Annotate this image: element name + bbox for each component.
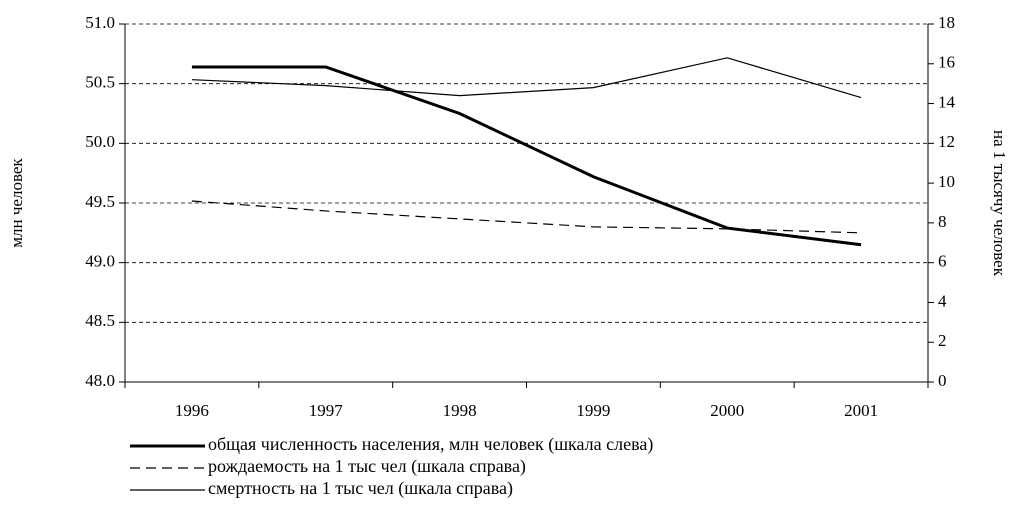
y2-tick-label: 12 bbox=[938, 132, 955, 151]
x-tick-label: 1997 bbox=[309, 401, 344, 420]
y2-tick-label: 18 bbox=[938, 13, 955, 32]
x-tick-label: 1996 bbox=[175, 401, 209, 420]
y2-tick-label: 6 bbox=[938, 252, 947, 271]
y-tick-label: 50.0 bbox=[85, 132, 115, 151]
series-line bbox=[191, 57, 862, 99]
y-tick-label: 49.0 bbox=[85, 252, 115, 271]
y-tick-label: 48.5 bbox=[85, 311, 115, 330]
legend-label: смертность на 1 тыс чел (шкала справа) bbox=[208, 478, 513, 499]
y2-tick-label: 4 bbox=[938, 291, 947, 310]
x-tick-label: 2001 bbox=[844, 401, 878, 420]
x-tick-label: 1999 bbox=[576, 401, 610, 420]
legend-label: общая численность населения, млн человек… bbox=[208, 434, 653, 455]
y-tick-label: 50.5 bbox=[85, 73, 115, 92]
x-tick-label: 1998 bbox=[443, 401, 477, 420]
y-tick-label: 49.5 bbox=[85, 192, 115, 211]
y2-tick-label: 8 bbox=[938, 212, 947, 231]
y2-tick-label: 14 bbox=[938, 92, 956, 111]
series-line bbox=[191, 65, 862, 247]
y-tick-label: 48.0 bbox=[85, 371, 115, 390]
y2-axis-label: на 1 тысячу человек bbox=[990, 130, 1009, 277]
y2-tick-label: 0 bbox=[938, 371, 947, 390]
x-tick-label: 2000 bbox=[710, 401, 744, 420]
y2-tick-label: 10 bbox=[938, 172, 955, 191]
y-axis-label: млн человек bbox=[7, 158, 26, 248]
series-line bbox=[191, 200, 862, 234]
y2-tick-label: 16 bbox=[938, 53, 955, 72]
y2-tick-label: 2 bbox=[938, 331, 947, 350]
y-tick-label: 51.0 bbox=[85, 13, 115, 32]
legend-label: рождаемость на 1 тыс чел (шкала справа) bbox=[208, 456, 526, 477]
